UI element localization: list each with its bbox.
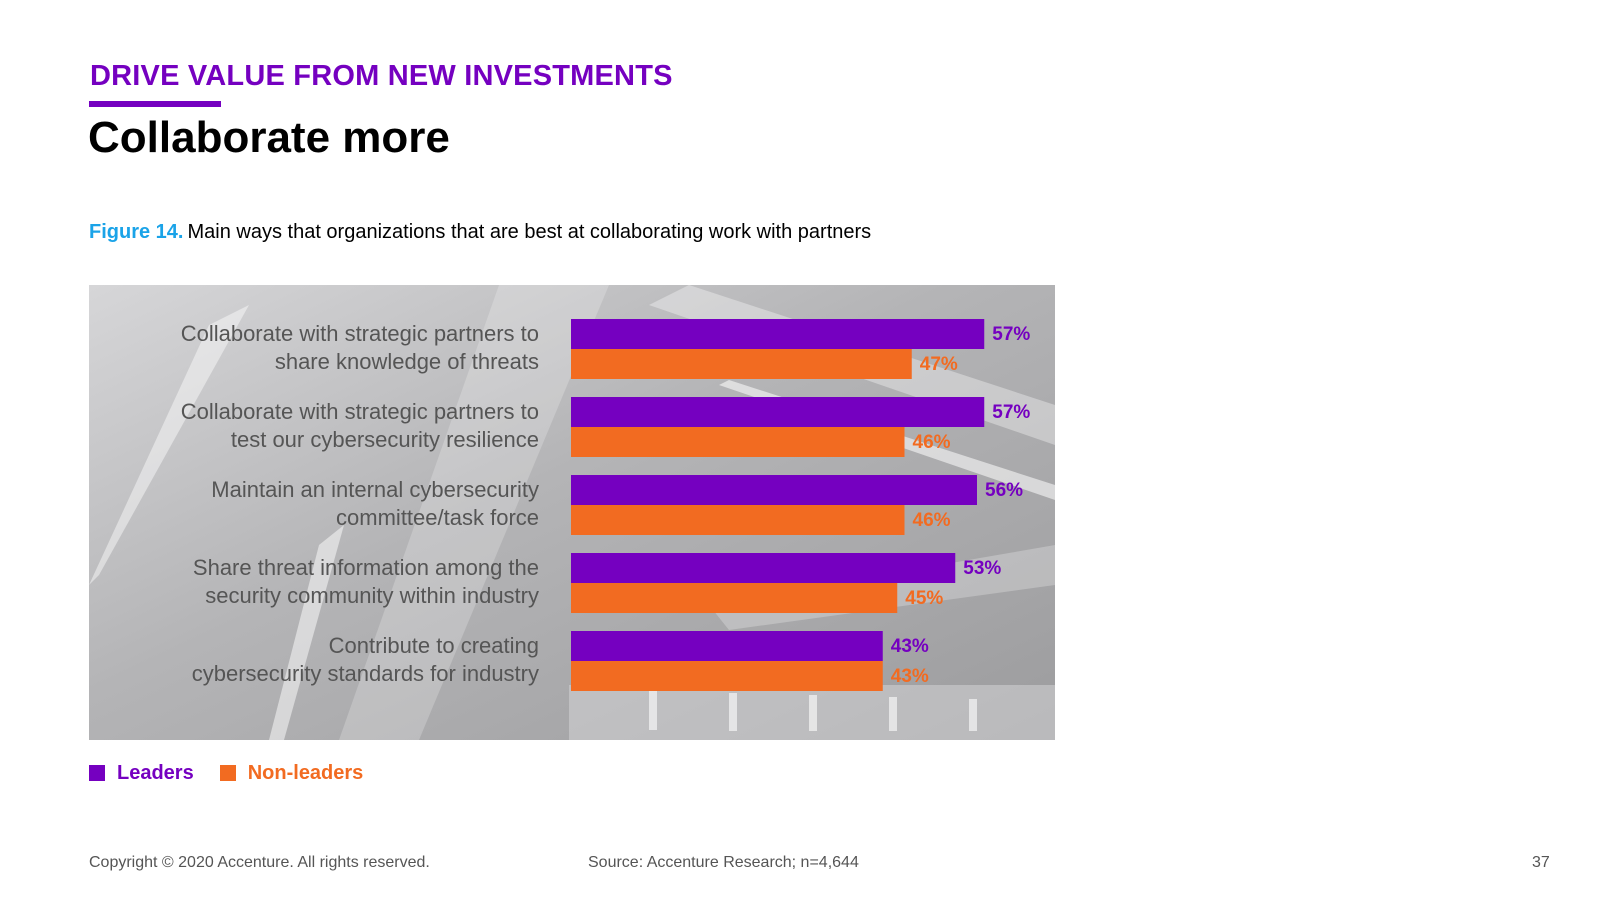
value-label-non-leaders: 46% [913, 432, 951, 453]
figure-caption: Figure 14. Main ways that organizations t… [89, 221, 871, 244]
page-title: Collaborate more [88, 113, 450, 162]
value-label-leaders: 57% [992, 324, 1030, 345]
bar-leaders [571, 397, 985, 427]
page-number: 37 [1532, 854, 1550, 871]
category-label: security community within industry [205, 583, 539, 608]
value-label-non-leaders: 47% [920, 354, 958, 375]
category-label: test our cybersecurity resilience [231, 427, 539, 452]
value-label-leaders: 43% [891, 636, 929, 657]
value-label-non-leaders: 43% [891, 666, 929, 687]
category-label: Contribute to creating [329, 633, 539, 658]
bar-leaders [571, 631, 883, 661]
category-label: Collaborate with strategic partners to [181, 321, 539, 346]
category-label: cybersecurity standards for industry [192, 661, 539, 686]
source-text: Source: Accenture Research; n=4,644 [588, 854, 859, 871]
figure-caption-text: Main ways that organizations that are be… [187, 221, 872, 243]
legend-item-leaders: Leaders [89, 762, 194, 785]
value-label-leaders: 57% [992, 402, 1030, 423]
value-label-non-leaders: 46% [913, 510, 951, 531]
category-label: Collaborate with strategic partners to [181, 399, 539, 424]
value-label-non-leaders: 45% [905, 588, 943, 609]
chart-panel: Collaborate with strategic partners to sh… [89, 285, 1055, 740]
bar-leaders [571, 475, 977, 505]
chart-legend: Leaders Non-leaders [89, 761, 389, 785]
bar-non-leaders [571, 349, 912, 379]
category-label: Share threat information among the [193, 555, 539, 580]
section-kicker: DRIVE VALUE FROM NEW INVESTMENTS [90, 60, 673, 92]
legend-item-non-leaders: Non-leaders [219, 761, 364, 785]
figure-number: Figure 14. [89, 221, 184, 243]
category-label: share knowledge of threats [275, 349, 539, 374]
bar-non-leaders [571, 661, 883, 691]
bar-non-leaders [571, 505, 905, 535]
legend-swatch-non-leaders [219, 765, 236, 781]
bar-non-leaders [571, 583, 898, 613]
kicker-underline [89, 101, 221, 107]
category-label: committee/task force [336, 505, 539, 530]
copyright-text: Copyright © 2020 Accenture. All rights r… [89, 854, 430, 871]
bar-leaders [571, 319, 985, 349]
bar-chart: Collaborate with strategic partners to sh… [89, 285, 1055, 740]
legend-swatch-leaders [89, 765, 105, 781]
value-label-leaders: 53% [963, 558, 1001, 579]
legend-label-leaders: Leaders [117, 761, 194, 784]
bar-non-leaders [571, 427, 905, 457]
legend-label-non-leaders: Non-leaders [247, 761, 364, 784]
bar-leaders [571, 553, 956, 583]
category-label: Maintain an internal cybersecurity [211, 477, 539, 502]
value-label-leaders: 56% [985, 480, 1023, 501]
